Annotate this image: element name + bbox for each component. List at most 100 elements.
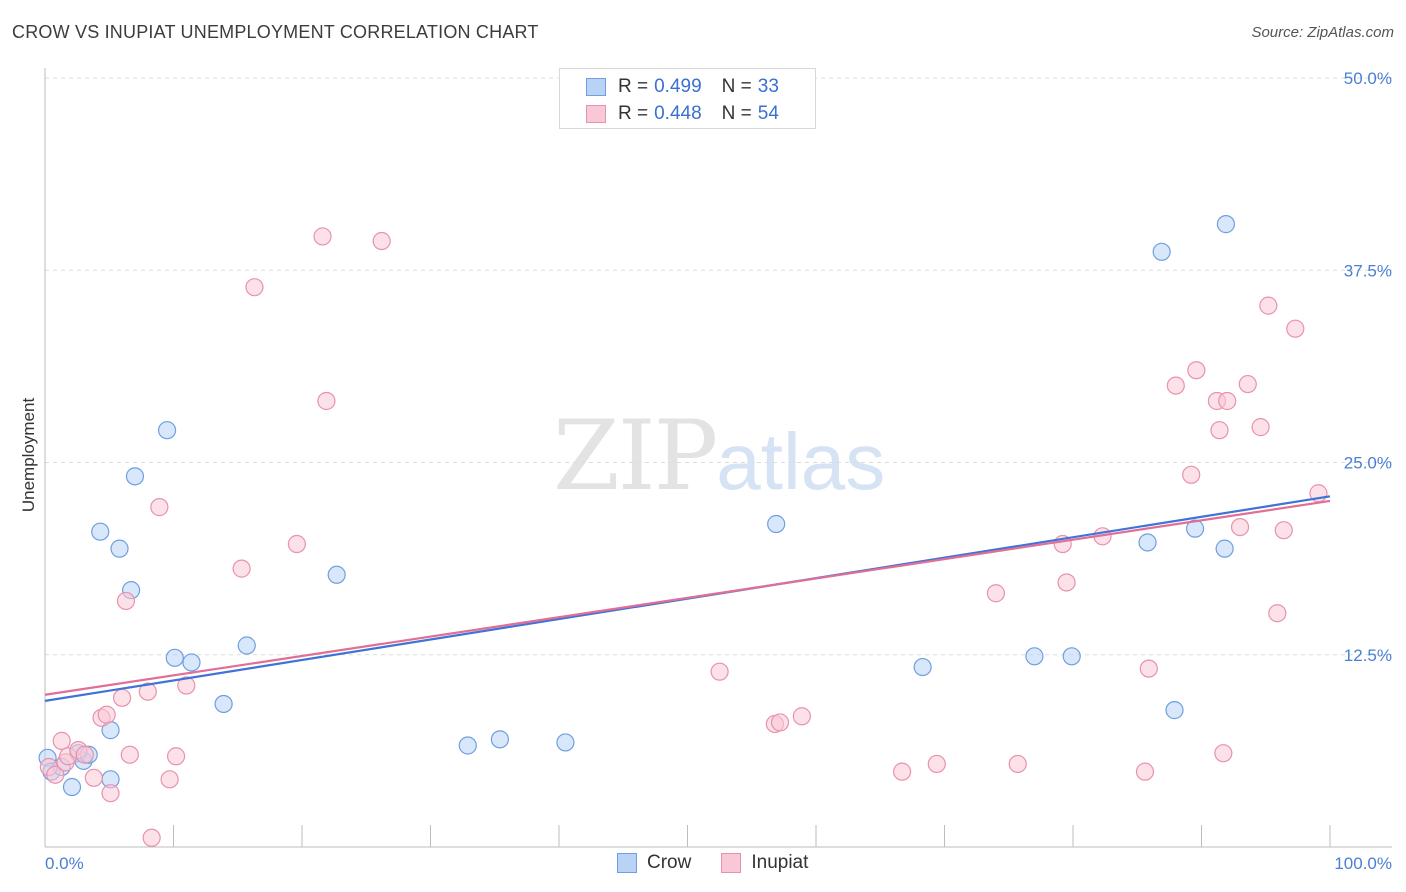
- crow-point: [165, 648, 184, 667]
- inupiat-point: [160, 770, 179, 789]
- watermark-zip: ZIP: [553, 400, 718, 512]
- y-tick-label: 50.0%: [1344, 69, 1392, 88]
- inupiat-point: [770, 713, 790, 732]
- inupiat-point: [101, 784, 120, 803]
- inupiat-point: [313, 227, 332, 246]
- inupiat-point: [1268, 604, 1287, 623]
- inupiat-point: [710, 662, 729, 681]
- crow-point: [1152, 242, 1171, 261]
- crow-n-value: 33: [757, 76, 779, 97]
- inupiat-point: [1218, 391, 1237, 411]
- crow-point: [157, 421, 177, 440]
- crow-point: [1215, 539, 1234, 558]
- inupiat-point: [75, 745, 94, 764]
- crow-point: [1165, 701, 1184, 720]
- inupiat-point: [150, 498, 169, 517]
- watermark: ZIPatlas: [553, 400, 885, 512]
- inupiat-point: [1251, 418, 1270, 437]
- inupiat-r-value: 0.448: [654, 103, 702, 124]
- y-axis-title: Unemployment: [19, 398, 38, 513]
- crow-point: [767, 514, 786, 534]
- inupiat-point: [1286, 319, 1305, 338]
- stats-legend: R = 0.499 N = 33 R = 0.448 N = 54: [559, 68, 816, 129]
- y-tick-label: 25.0%: [1344, 454, 1392, 473]
- legend-item-inupiat: Inupiat: [721, 852, 808, 874]
- crow-point: [1216, 215, 1236, 234]
- inupiat-point: [97, 705, 116, 724]
- chart-title: CROW VS INUPIAT UNEMPLOYMENT CORRELATION…: [12, 22, 539, 42]
- inupiat-point: [142, 828, 161, 847]
- inupiat-point: [927, 754, 946, 774]
- crow-point: [1138, 533, 1157, 552]
- crow-legend-label: Crow: [647, 852, 692, 873]
- crow-point: [490, 730, 509, 749]
- inupiat-point: [1259, 296, 1278, 315]
- inupiat-point: [1135, 762, 1155, 781]
- crow-point: [62, 777, 82, 797]
- inupiat-point: [1238, 374, 1257, 394]
- inupiat-point: [1187, 361, 1206, 380]
- inupiat-point: [112, 688, 132, 707]
- inupiat-legend-label: Inupiat: [751, 852, 809, 873]
- inupiat-point: [1210, 421, 1229, 440]
- inupiat-n-value: 54: [757, 103, 779, 124]
- inupiat-point: [177, 676, 196, 695]
- inupiat-point: [1057, 573, 1076, 592]
- inupiat-point: [166, 747, 186, 766]
- crow-point: [182, 653, 201, 672]
- crow-point: [327, 565, 346, 584]
- inupiat-point: [1182, 465, 1201, 484]
- crow-point: [556, 733, 575, 752]
- crow-point: [458, 736, 477, 755]
- inupiat-point: [792, 707, 811, 726]
- crow-point: [1062, 647, 1081, 666]
- inupiat-point: [84, 768, 103, 787]
- inupiat-legend-swatch: [721, 853, 742, 873]
- inupiat-point: [138, 682, 157, 701]
- inupiat-point: [287, 534, 306, 554]
- inupiat-point: [232, 559, 251, 578]
- legend-row-crow: R = 0.499 N = 33: [586, 76, 779, 98]
- inupiat-point: [1139, 659, 1158, 678]
- inupiat-point: [52, 731, 71, 750]
- inupiat-point: [1274, 521, 1293, 540]
- inupiat-point: [120, 745, 139, 764]
- inupiat-point: [892, 762, 912, 781]
- inupiat-point: [1008, 754, 1027, 774]
- y-tick-label: 37.5%: [1344, 261, 1392, 280]
- crow-legend-swatch: [617, 853, 637, 873]
- inupiat-trend-line: [44, 499, 1331, 696]
- crow-r-label: R =: [618, 76, 649, 97]
- crow-point: [913, 657, 932, 677]
- crow-point: [91, 522, 110, 541]
- crow-point: [214, 694, 233, 714]
- crow-point: [237, 636, 256, 655]
- source-label: Source: ZipAtlas.com: [1251, 24, 1394, 41]
- y-tick-label: 12.5%: [1344, 646, 1392, 665]
- watermark-atlas: atlas: [716, 417, 886, 506]
- inupiat-point: [46, 765, 65, 784]
- legend-item-crow: Crow: [617, 852, 691, 874]
- crow-swatch: [586, 78, 606, 96]
- inupiat-point: [1230, 517, 1250, 537]
- inupiat-point: [245, 278, 264, 297]
- inupiat-point: [1214, 744, 1233, 763]
- crow-n-label: N =: [721, 76, 752, 97]
- inupiat-n-label: N =: [721, 103, 752, 124]
- x-tick-label: 100.0%: [1334, 854, 1392, 873]
- inupiat-r-label: R =: [618, 103, 649, 124]
- crow-r-value: 0.499: [654, 76, 702, 97]
- crow-point: [110, 539, 129, 558]
- crow-point: [1185, 519, 1205, 538]
- inupiat-point: [1166, 376, 1185, 395]
- crow-point: [1025, 647, 1044, 666]
- legend-row-inupiat: R = 0.448 N = 54: [586, 103, 779, 125]
- inupiat-swatch: [586, 105, 606, 123]
- inupiat-point: [317, 391, 336, 411]
- inupiat-point: [372, 231, 391, 251]
- x-tick-label: 0.0%: [45, 854, 84, 873]
- series-legend: Crow Inupiat: [617, 852, 838, 874]
- inupiat-point: [116, 591, 136, 611]
- crow-point: [125, 467, 145, 486]
